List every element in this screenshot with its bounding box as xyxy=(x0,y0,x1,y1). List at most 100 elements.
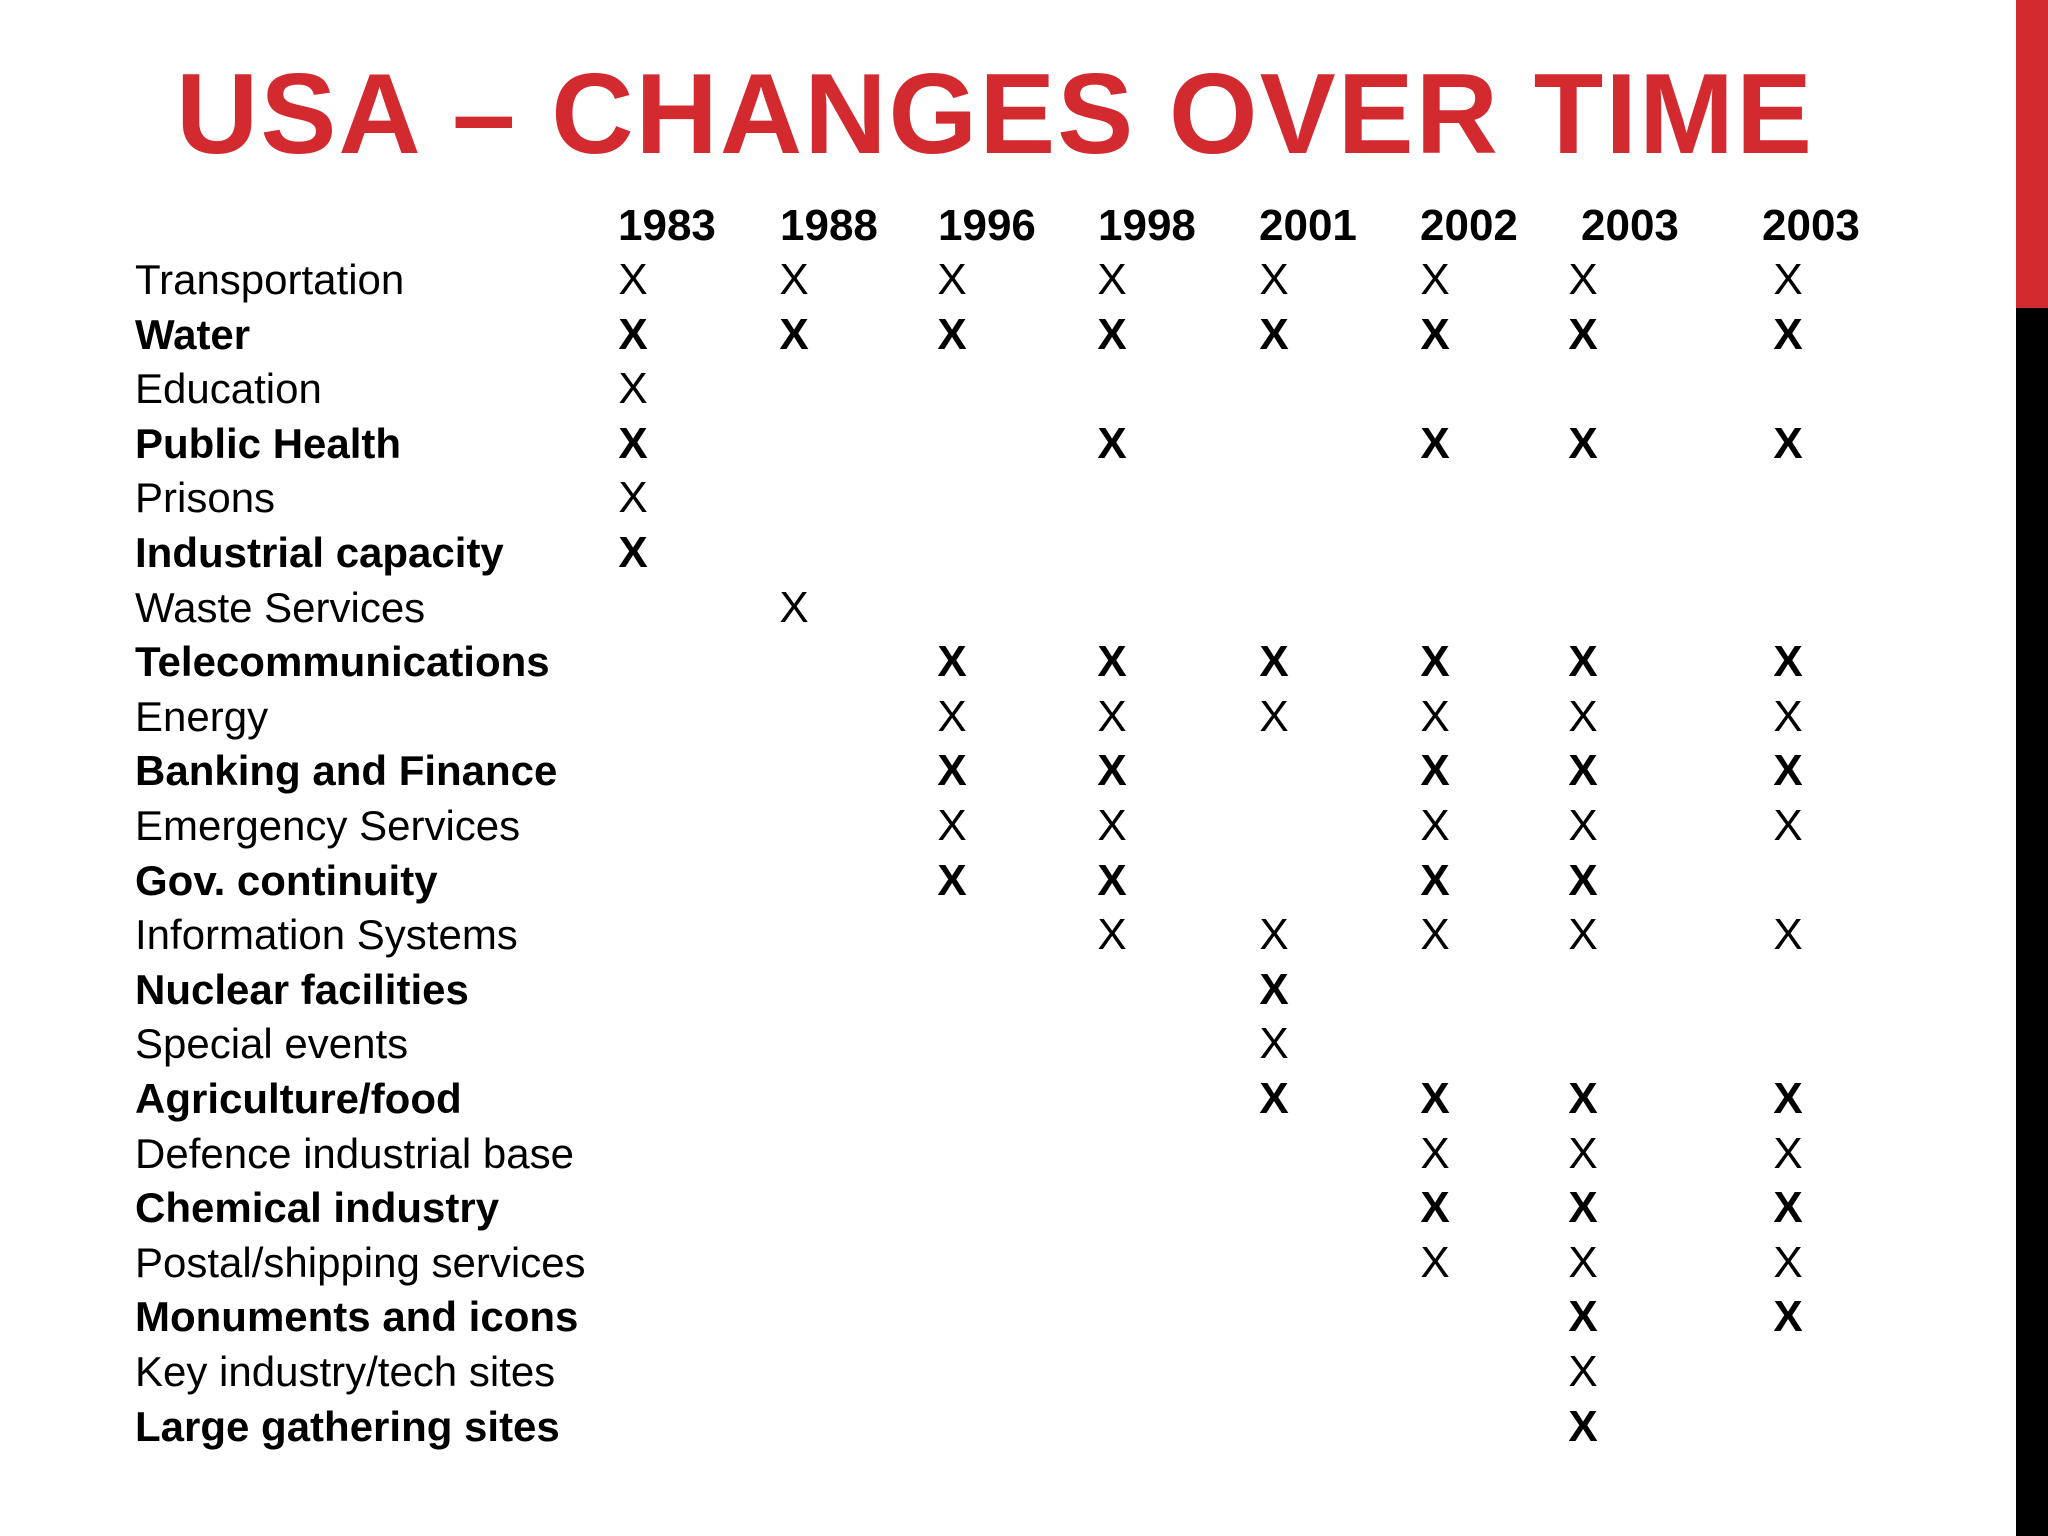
cell-mark: X xyxy=(1259,964,1289,1014)
cell-mark: X xyxy=(1097,910,1127,960)
cell-mark: X xyxy=(1420,691,1450,741)
year-header: 1996 xyxy=(938,201,1036,250)
cell-mark: X xyxy=(779,582,809,632)
cell-mark: X xyxy=(1097,691,1127,741)
cell-mark: X xyxy=(1420,1128,1450,1178)
cell-mark: X xyxy=(618,528,648,577)
cell-mark: X xyxy=(1259,910,1289,960)
cell-mark: X xyxy=(1568,1128,1598,1178)
cell-mark: X xyxy=(1773,691,1803,741)
cell-mark: X xyxy=(1097,746,1127,796)
cell-mark: X xyxy=(1568,637,1598,687)
cell-mark: X xyxy=(1773,1183,1803,1233)
cell-mark: X xyxy=(1773,255,1803,304)
cell-mark: X xyxy=(1420,418,1450,468)
cell-mark: X xyxy=(1568,691,1598,741)
cell-mark: X xyxy=(1420,309,1450,359)
row-label: Telecommunications xyxy=(135,638,550,686)
row-label: Waste Services xyxy=(135,583,426,631)
cell-mark: X xyxy=(1773,418,1803,468)
row-label: Postal/shipping services xyxy=(135,1238,586,1286)
year-header: 2003 xyxy=(1762,201,1860,250)
cell-mark: X xyxy=(618,473,648,523)
year-header: 2002 xyxy=(1420,201,1518,250)
cell-mark: X xyxy=(779,255,809,304)
cell-mark: X xyxy=(1568,1347,1598,1396)
row-label: Large gathering sites xyxy=(135,1402,560,1450)
cell-mark: X xyxy=(937,691,967,741)
cell-mark: X xyxy=(1773,801,1803,850)
cell-mark: X xyxy=(1773,1237,1803,1287)
cell-mark: X xyxy=(1420,1237,1450,1287)
cell-mark: X xyxy=(1773,637,1803,687)
cell-mark: X xyxy=(1773,1074,1803,1123)
row-label: Industrial capacity xyxy=(135,529,504,576)
row-label: Prisons xyxy=(135,474,276,522)
cell-mark: X xyxy=(618,255,648,304)
cell-mark: X xyxy=(618,364,648,414)
cell-mark: X xyxy=(1097,418,1127,468)
cell-mark: X xyxy=(779,309,809,359)
cell-mark: X xyxy=(1568,910,1598,960)
cell-mark: X xyxy=(1568,1074,1598,1123)
cell-mark: X xyxy=(1773,309,1803,359)
cell-mark: X xyxy=(1259,691,1289,741)
cell-mark: X xyxy=(1568,1237,1598,1287)
cell-mark: X xyxy=(1568,746,1598,796)
cell-mark: X xyxy=(1097,855,1127,905)
cell-mark: X xyxy=(1097,255,1127,304)
cell-mark: X xyxy=(1420,746,1450,796)
cell-mark: X xyxy=(1097,801,1127,850)
year-header: 1983 xyxy=(618,201,716,250)
cell-mark: X xyxy=(1568,1183,1598,1233)
year-header: 2001 xyxy=(1259,201,1357,250)
row-label: Special events xyxy=(135,1020,409,1068)
side-accent-bar-red xyxy=(2016,0,2048,308)
row-label: Defence industrial base xyxy=(135,1129,574,1177)
cell-mark: X xyxy=(618,309,648,359)
cell-mark: X xyxy=(1259,1074,1289,1123)
cell-mark: X xyxy=(1097,637,1127,687)
cell-mark: X xyxy=(937,255,967,304)
cell-mark: X xyxy=(1259,255,1289,304)
cell-mark: X xyxy=(1773,1128,1803,1178)
row-label: Water xyxy=(135,310,251,358)
row-label: Agriculture/food xyxy=(135,1075,462,1122)
cell-mark: X xyxy=(937,801,967,850)
cell-mark: X xyxy=(1420,801,1450,850)
cell-mark: X xyxy=(1568,255,1598,304)
row-label: Transportation xyxy=(135,256,405,303)
row-label: Energy xyxy=(135,692,269,740)
cell-mark: X xyxy=(937,855,967,905)
cell-mark: X xyxy=(937,746,967,796)
row-label: Gov. continuity xyxy=(135,856,438,904)
cell-mark: X xyxy=(1097,309,1127,359)
cell-mark: X xyxy=(937,309,967,359)
cell-mark: X xyxy=(1568,309,1598,359)
cell-mark: X xyxy=(1420,910,1450,960)
cell-mark: X xyxy=(1568,1292,1598,1342)
cell-mark: X xyxy=(1259,637,1289,687)
row-label: Nuclear facilities xyxy=(135,965,469,1013)
year-header: 2003 xyxy=(1581,201,1679,250)
row-label: Education xyxy=(135,365,322,413)
cell-mark: X xyxy=(1568,1401,1598,1451)
cell-mark: X xyxy=(1420,1074,1450,1123)
cell-mark: X xyxy=(1420,855,1450,905)
cell-mark: X xyxy=(1773,1292,1803,1342)
cell-mark: X xyxy=(1420,637,1450,687)
row-label: Emergency Services xyxy=(135,802,521,849)
row-label: Key industry/tech sites xyxy=(135,1348,556,1395)
year-header: 1998 xyxy=(1098,201,1196,250)
cell-mark: X xyxy=(1259,1019,1289,1069)
row-label: Banking and Finance xyxy=(135,747,558,795)
year-header: 1988 xyxy=(780,201,878,250)
slide-title: USA – CHANGES OVER TIME xyxy=(176,51,1814,178)
cell-mark: X xyxy=(1420,255,1450,304)
cell-mark: X xyxy=(1420,1183,1450,1233)
cell-mark: X xyxy=(618,418,648,468)
cell-mark: X xyxy=(1568,418,1598,468)
row-label: Public Health xyxy=(135,419,402,467)
cell-mark: X xyxy=(1568,855,1598,905)
side-accent-bar-black xyxy=(2016,308,2048,1536)
